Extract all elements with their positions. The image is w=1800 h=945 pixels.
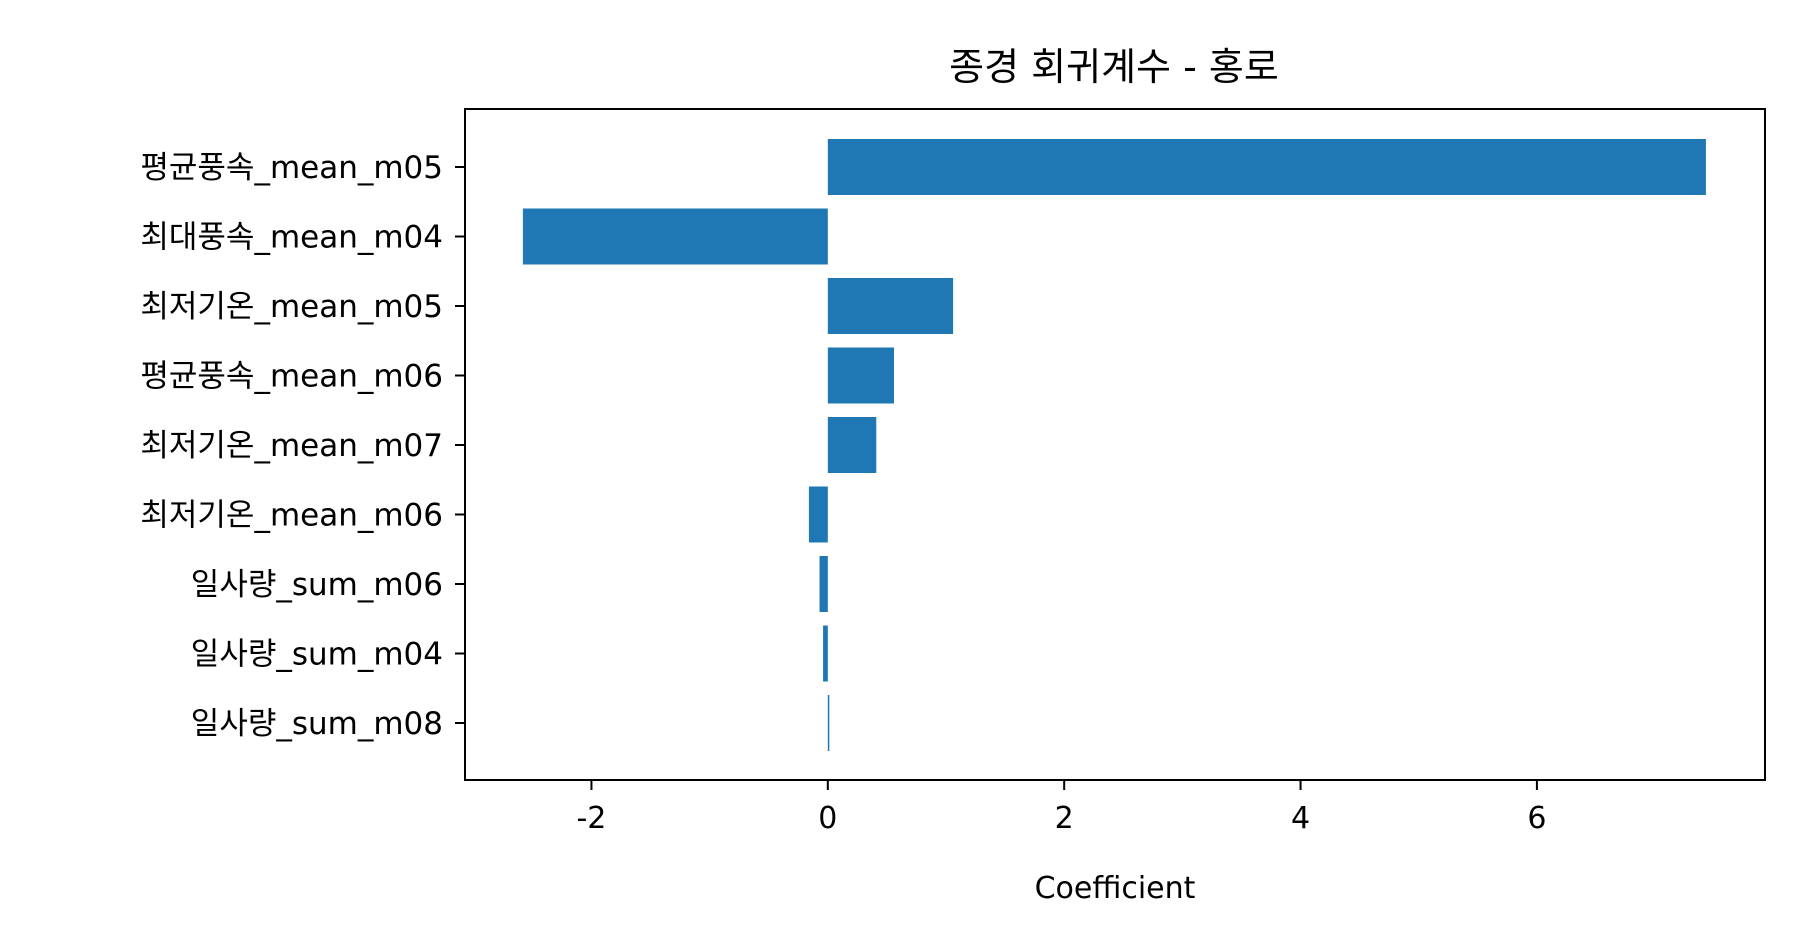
- bar-5: [808, 486, 828, 543]
- y-tick-label: 일사량_sum_m08: [191, 706, 443, 742]
- y-tick-label: 최저기온_mean_m07: [140, 428, 443, 464]
- plot-area-frame: [464, 108, 1766, 781]
- x-tick-label: 2: [1055, 801, 1074, 836]
- y-tick-label: 일사량_sum_m04: [191, 637, 443, 673]
- chart-title: 종경 회귀계수 - 홍로: [949, 45, 1279, 89]
- y-tick-label: 최저기온_mean_m05: [140, 289, 443, 325]
- bar-8: [827, 695, 830, 751]
- bar-1: [522, 208, 828, 265]
- bar-3: [827, 347, 894, 404]
- y-tick-label: 평균풍속_mean_m06: [140, 359, 443, 395]
- x-tick-label: 6: [1527, 801, 1546, 836]
- y-axis: 평균풍속_mean_m05 최대풍속_mean_m04 최저기온_mean_m05 평…: [140, 150, 465, 742]
- x-axis: -2 0 2 4 6: [576, 780, 1546, 836]
- x-axis-label: Coefficient: [1035, 871, 1196, 906]
- bars-layer: [522, 139, 1706, 751]
- bar-2: [827, 278, 954, 334]
- y-tick-label: 평균풍속_mean_m05: [140, 150, 443, 186]
- x-tick-label: 4: [1291, 801, 1310, 836]
- y-tick-label: 최대풍속_mean_m04: [140, 220, 443, 256]
- bar-4: [827, 417, 877, 473]
- bar-0: [827, 139, 1706, 195]
- bar-7: [823, 625, 828, 682]
- bar-6: [819, 556, 828, 612]
- y-tick-label: 최저기온_mean_m06: [140, 498, 443, 534]
- x-tick-label: -2: [576, 801, 606, 836]
- x-tick-label: 0: [818, 801, 837, 836]
- y-tick-label: 일사량_sum_m06: [191, 567, 443, 603]
